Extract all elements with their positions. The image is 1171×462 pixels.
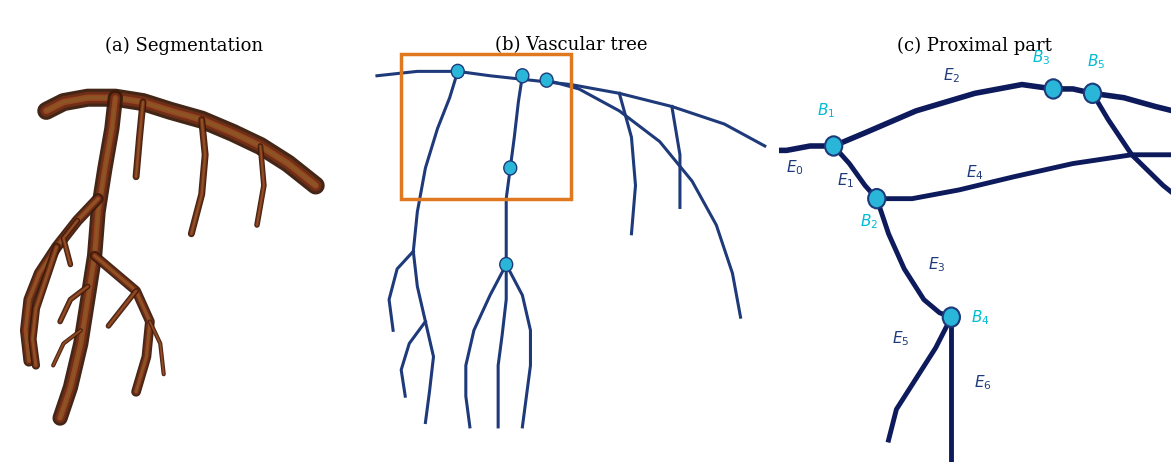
Circle shape <box>826 136 842 156</box>
Text: $B_1$: $B_1$ <box>816 101 835 120</box>
Text: $E_5$: $E_5$ <box>891 330 909 348</box>
Text: $E_1$: $E_1$ <box>837 172 854 190</box>
Circle shape <box>451 64 464 79</box>
Circle shape <box>516 69 529 83</box>
Text: (b) Vascular tree: (b) Vascular tree <box>494 36 648 54</box>
Circle shape <box>500 257 513 272</box>
Text: $E_6$: $E_6$ <box>974 374 992 392</box>
Text: (a) Segmentation: (a) Segmentation <box>105 36 263 55</box>
Circle shape <box>540 73 553 87</box>
Bar <box>402 54 570 199</box>
Text: $B_2$: $B_2$ <box>860 212 878 231</box>
Circle shape <box>943 308 960 327</box>
Text: $E_0$: $E_0$ <box>786 158 803 177</box>
Circle shape <box>504 161 516 175</box>
Circle shape <box>1045 79 1062 98</box>
Text: $E_4$: $E_4$ <box>966 163 984 182</box>
Text: $E_3$: $E_3$ <box>927 255 945 274</box>
Circle shape <box>868 189 885 208</box>
Circle shape <box>1084 84 1101 103</box>
Text: $B_3$: $B_3$ <box>1033 49 1050 67</box>
Text: $B_4$: $B_4$ <box>971 308 989 327</box>
Text: $E_2$: $E_2$ <box>943 67 960 85</box>
Text: (c) Proximal part: (c) Proximal part <box>897 36 1053 55</box>
Text: $B_5$: $B_5$ <box>1088 53 1105 72</box>
